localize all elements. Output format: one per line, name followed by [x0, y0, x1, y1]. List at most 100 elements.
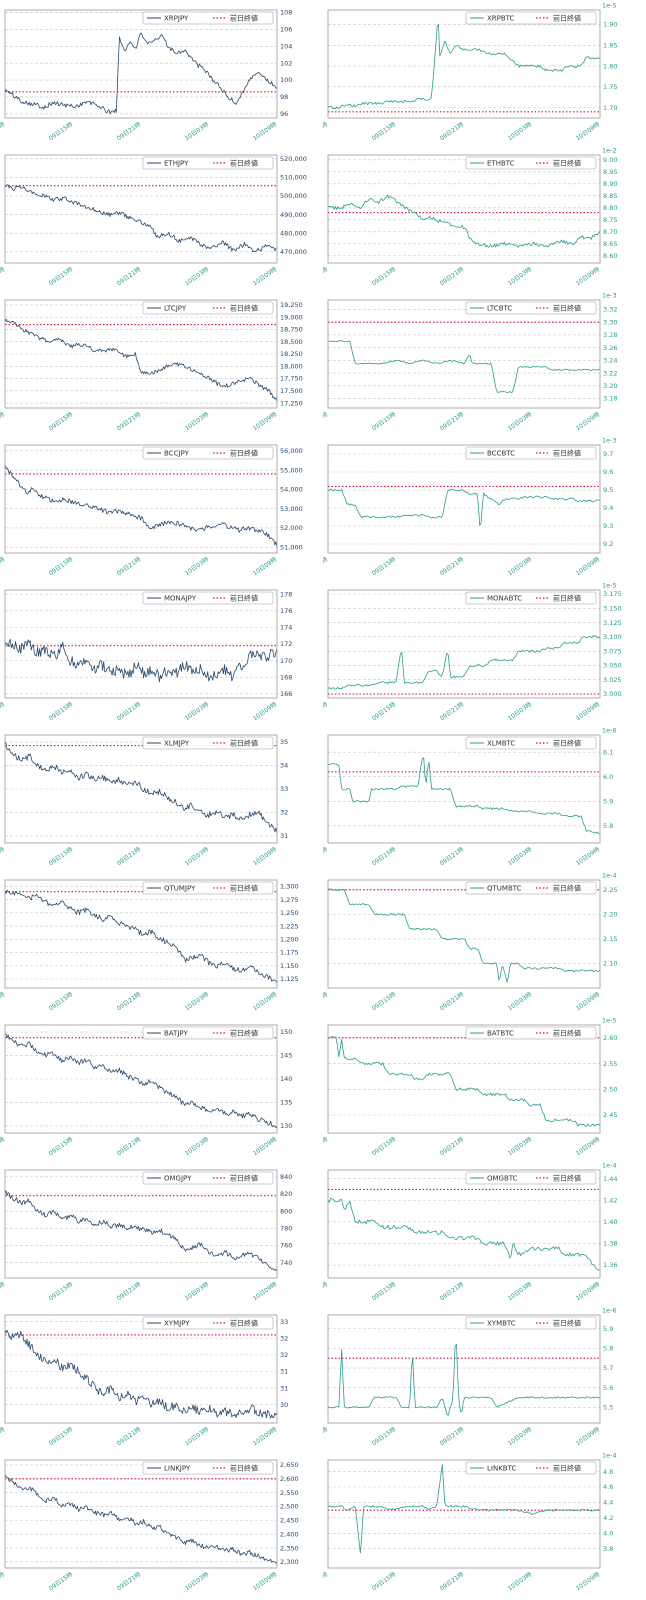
series-LTCJPY: [4, 318, 278, 402]
y-tick-label: 2.60: [603, 1034, 617, 1042]
series-LTCBTC: [327, 340, 601, 393]
legend-prev-label: 前日終値: [230, 14, 258, 23]
x-tick-label: 09日09時: [0, 1425, 6, 1447]
x-tick-label: 09日21時: [438, 1570, 465, 1592]
x-tick-label: 09日21時: [438, 1280, 465, 1302]
legend-prev-label: 前日終値: [553, 449, 581, 458]
y-tick-label: 4.0: [603, 1529, 613, 1537]
y-tick-label: 2,500: [280, 1503, 299, 1511]
series-LINKJPY: [4, 1473, 278, 1564]
y-tick-label: 9.7: [603, 450, 613, 458]
y-tick-label: 1,225: [280, 922, 299, 930]
chart-svg-XRPJPY: 96 98 100 102 104 106 108 09日09時 09日15時 09日21時 10日…: [0, 9, 292, 143]
x-tick-label: 09日09時: [0, 265, 6, 287]
y-tick-label: 98: [280, 93, 288, 101]
y-tick-label: 18,750: [280, 326, 303, 334]
x-tick-label: 09日21時: [438, 555, 465, 577]
y-tick-label: 9.00: [603, 156, 617, 164]
y-tick-label: 5.8: [603, 822, 613, 830]
series-QTUMBTC: [327, 888, 601, 983]
y-tick-label: 34: [280, 762, 288, 770]
x-tick-label: 09日09時: [323, 1280, 329, 1302]
x-tick-label: 09日09時: [323, 845, 329, 867]
y-tick-label: 9.6: [603, 468, 613, 476]
x-tick-label: 09日09時: [0, 1570, 6, 1592]
x-tick-label: 10日03時: [506, 1570, 533, 1592]
chart-svg-ETHJPY: 470,000 480,000 490,000 500,000 510,000 520,0…: [0, 154, 307, 287]
y-tick-label: 53,000: [280, 505, 303, 513]
y-tick-label: 172: [280, 640, 292, 648]
y-tick-label: 135: [280, 1099, 292, 1107]
plot-frame: [4, 1169, 278, 1279]
series-XLMBTC: [327, 757, 601, 835]
y-tick-label: 2,450: [280, 1517, 299, 1525]
y-tick-label: 3.000: [603, 690, 622, 698]
y-tick-label: 35: [280, 738, 288, 746]
x-tick-label: 10日03時: [183, 410, 210, 432]
plot-frame: [4, 9, 278, 119]
y-tick-label: 3.32: [603, 306, 617, 314]
y-tick-label: 2.45: [603, 1111, 617, 1119]
x-tick-label: 09日21時: [115, 410, 142, 432]
y-tick-label: 150: [280, 1028, 292, 1036]
x-tick-label: 09日09時: [0, 410, 6, 432]
x-tick-label: 09日21時: [115, 1280, 142, 1302]
y-tick-label: 145: [280, 1052, 292, 1060]
y-tick-label: 3.8: [603, 1545, 613, 1553]
x-tick-label: 09日15時: [47, 700, 74, 722]
y-tick-label: 32: [280, 1334, 288, 1342]
y-tick-label: 9.3: [603, 522, 613, 530]
legend: [142, 1461, 274, 1475]
series-ETHBTC: [327, 194, 601, 248]
legend-prev-label: 前日終値: [230, 304, 258, 313]
y-tick-label: 1,300: [280, 883, 299, 891]
y-tick-label: 108: [280, 9, 292, 17]
chart-XLMJPY: 31 32 33 34 35 09日09時 09日15時 09日21時 10日03時 10日09時…: [0, 725, 323, 870]
x-tick-label: 09日21時: [115, 1135, 142, 1157]
y-tick-label: 3.18: [603, 395, 617, 403]
legend: [465, 1026, 597, 1040]
x-tick-label: 09日21時: [115, 700, 142, 722]
x-tick-label: 10日09時: [574, 700, 601, 722]
y-tick-label: 102: [280, 59, 292, 67]
chart-OMGJPY: 740 760 780 800 820 840 09日09時 09日15時 09日21時 10日0…: [0, 1160, 323, 1305]
chart-svg-XYMBTC: 5.5 5.6 5.7 5.8 5.9 09日09時 09日15時 09日21時 10日03時 1…: [323, 1307, 617, 1448]
legend-prev-label: 前日終値: [230, 884, 258, 893]
chart-OMGBTC: 1.36 1.38 1.40 1.42 1.44 09日09時 09日15時 09日21時 10…: [323, 1160, 646, 1305]
y-tick-label: 176: [280, 607, 292, 615]
chart-svg-LINKBTC: 3.8 4.0 4.2 4.4 4.6 4.8 09日09時 09日15時 09日21時 10日0…: [323, 1452, 617, 1593]
chart-XYMBTC: 5.5 5.6 5.7 5.8 5.9 09日09時 09日15時 09日21時 10日03時 1…: [323, 1305, 646, 1450]
chart-MONABTC: 3.000 3.025 3.050 3.075 3.100 3.125 3.150 3.175…: [323, 580, 646, 725]
y-tick-label: 840: [280, 1173, 292, 1181]
y-tick-label: 31: [280, 1384, 288, 1392]
y-tick-label: 470,000: [280, 248, 307, 256]
y-tick-label: 8.70: [603, 228, 617, 236]
y-tick-label: 2.10: [603, 960, 617, 968]
x-tick-label: 10日03時: [183, 700, 210, 722]
x-tick-label: 09日15時: [370, 265, 397, 287]
y-tick-label: 2.55: [603, 1060, 617, 1068]
chart-XRPJPY: 96 98 100 102 104 106 108 09日09時 09日15時 09日21時 10日…: [0, 0, 323, 145]
chart-LINKJPY: 2,300 2,350 2,400 2,450 2,500 2,550 2,600 2,650…: [0, 1450, 323, 1595]
x-tick-label: 10日03時: [183, 845, 210, 867]
legend-pair-label: XRPBTC: [487, 15, 515, 23]
x-tick-label: 09日09時: [323, 120, 329, 142]
plot-frame: [4, 1314, 278, 1424]
x-tick-label: 09日21時: [438, 845, 465, 867]
plot-frame: [327, 1314, 601, 1424]
x-tick-label: 09日09時: [323, 1135, 329, 1157]
y-tick-label: 8.80: [603, 204, 617, 212]
chart-svg-LTCJPY: 17,250 17,500 17,750 18,000 18,250 18,500 18,7…: [0, 299, 303, 432]
axis-offset-label: 1e-2: [602, 147, 617, 155]
x-tick-label: 10日09時: [251, 1570, 278, 1592]
x-tick-label: 10日09時: [574, 265, 601, 287]
chart-svg-LTCBTC: 3.18 3.20 3.22 3.24 3.26 3.28 3.30 3.32 09日09時 09…: [323, 292, 617, 433]
y-tick-label: 480,000: [280, 229, 307, 237]
legend: [465, 881, 597, 895]
legend: [142, 1171, 274, 1185]
chart-LTCJPY: 17,250 17,500 17,750 18,000 18,250 18,500 18,7…: [0, 290, 323, 435]
y-tick-label: 8.95: [603, 168, 617, 176]
legend: [142, 11, 274, 25]
y-tick-label: 168: [280, 673, 292, 681]
